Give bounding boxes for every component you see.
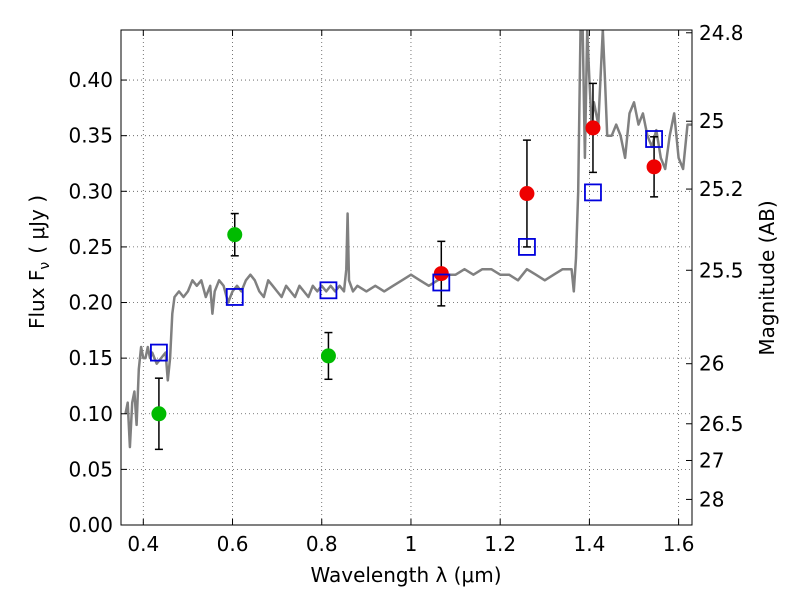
y2-tick-label: 27 xyxy=(699,448,724,472)
sed-model-line xyxy=(124,30,692,449)
model-point xyxy=(432,273,451,292)
plot-area xyxy=(124,30,692,449)
data-point xyxy=(519,186,535,202)
model-point xyxy=(584,183,602,202)
x-tick-label: 0.4 xyxy=(127,532,159,556)
y2-tick-label: 26 xyxy=(699,352,724,376)
y-tick-label: 0.35 xyxy=(68,124,113,148)
y-tick-label: 0.10 xyxy=(68,402,113,426)
y2-tick-label: 28 xyxy=(699,487,724,511)
x-tick-label: 1.4 xyxy=(573,532,605,556)
y-tick-label: 0.15 xyxy=(68,346,113,370)
x-axis-label: Wavelength λ (μm) xyxy=(310,563,501,587)
x-tick-label: 1 xyxy=(405,532,418,556)
data-point xyxy=(585,120,601,136)
y-tick-label: 0.25 xyxy=(68,235,113,259)
series xyxy=(124,30,692,451)
data-point xyxy=(151,406,167,422)
y2-tick-label: 25 xyxy=(699,109,724,133)
y-axis-label-main: Flux F xyxy=(25,270,49,329)
x-tick-label: 0.6 xyxy=(217,532,249,556)
model-point xyxy=(319,281,338,300)
model-point xyxy=(645,130,663,148)
x-tick-label: 1.6 xyxy=(663,532,695,556)
y2-tick-label: 25.5 xyxy=(699,258,744,282)
y-axis-label-subscript: ν xyxy=(37,262,53,270)
model-point xyxy=(225,288,244,306)
y-tick-label: 0.20 xyxy=(68,291,113,315)
y-tick-label: 0.40 xyxy=(68,68,113,92)
data-point xyxy=(227,227,243,243)
y-tick-label: 0.30 xyxy=(68,179,113,203)
y-axis-label: Flux Fν ( μJy ) xyxy=(25,195,53,329)
y2-tick-label: 25.2 xyxy=(699,177,744,201)
model-point xyxy=(518,238,536,256)
y2-tick-label: 26.5 xyxy=(699,412,744,436)
data-point xyxy=(646,159,662,175)
y2-axis-label: Magnitude (AB) xyxy=(755,200,779,355)
plot-frame xyxy=(120,29,693,526)
y-tick-label: 0.00 xyxy=(68,513,113,537)
grid xyxy=(121,30,692,526)
x-tick-label: 0.8 xyxy=(306,532,338,556)
y-tick-label: 0.05 xyxy=(68,457,113,481)
data-point xyxy=(320,348,336,364)
model-point xyxy=(150,343,168,362)
y2-tick-label: 24.8 xyxy=(699,21,744,45)
x-tick-label: 1.2 xyxy=(484,532,516,556)
ticks: 0.4 0.6 0.8 1 1.2 1.4 1.6 0.00 0.05 0.10 0.15 0.20 0… xyxy=(68,21,743,556)
y-axis-label-unit: ( μJy ) xyxy=(25,195,49,254)
